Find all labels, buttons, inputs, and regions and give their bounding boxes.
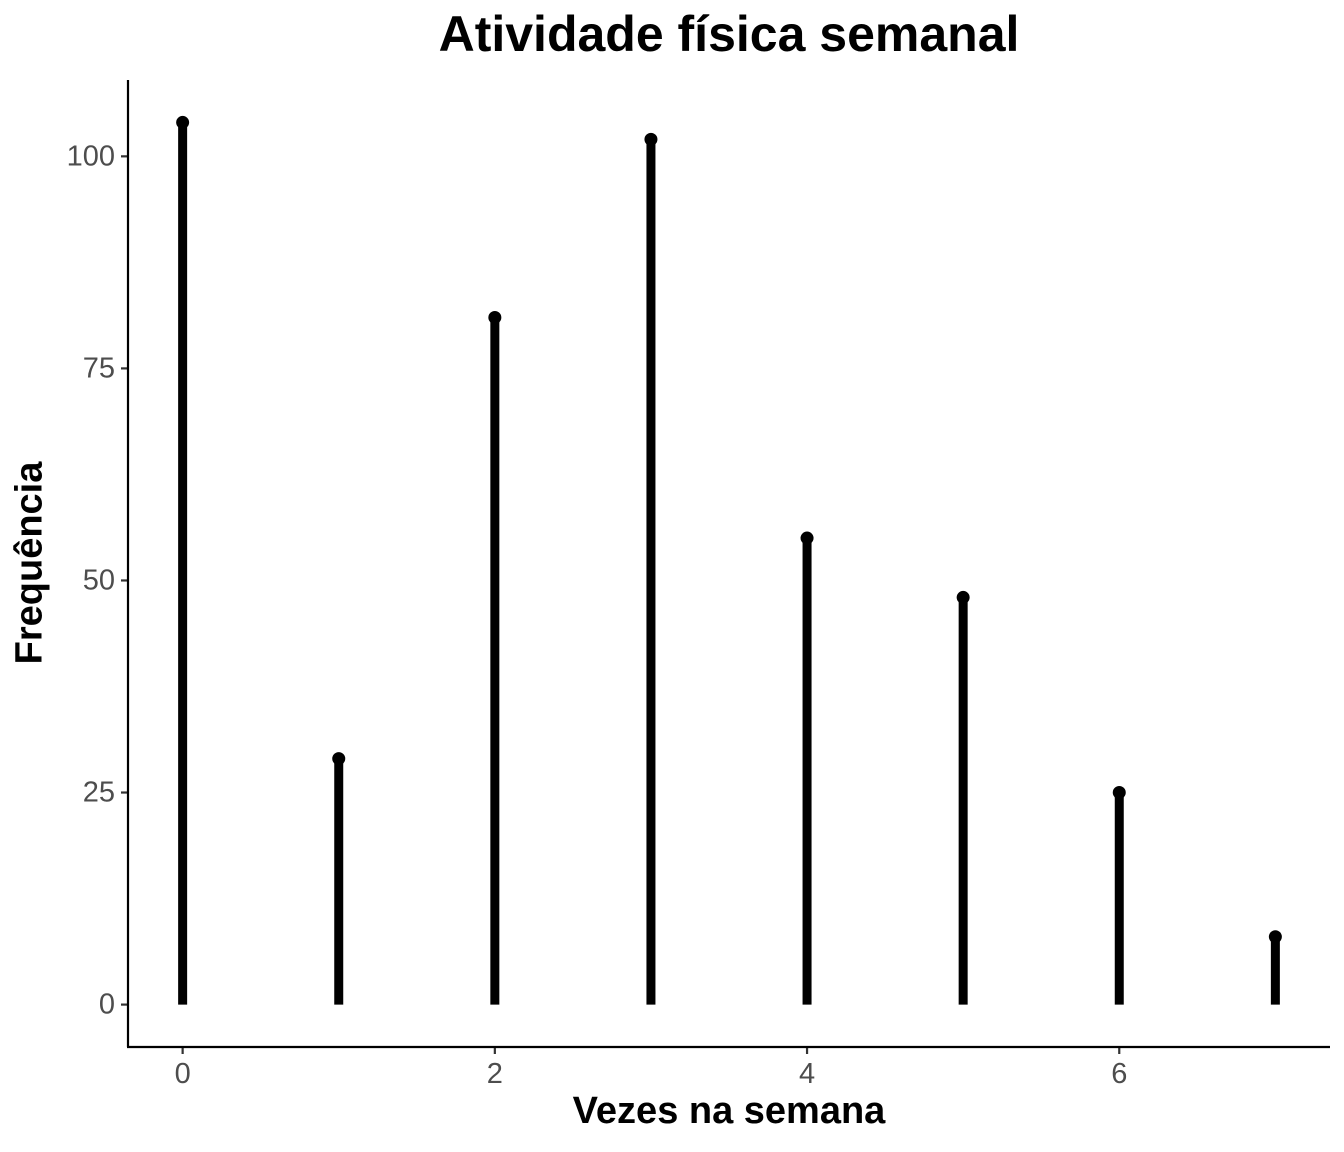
lollipop-point [488, 311, 502, 325]
lollipop-point [956, 590, 970, 604]
y-tick-label: 50 [83, 564, 115, 596]
x-axis-title: Vezes na semana [572, 1090, 886, 1132]
x-tick-label: 2 [487, 1058, 503, 1090]
y-axis-title: Frequência [8, 461, 51, 665]
lollipop-points [176, 115, 1282, 944]
y-tick-label: 75 [83, 352, 115, 384]
lollipop-point [800, 531, 814, 545]
lollipop-point [332, 752, 346, 766]
x-tick-label: 4 [799, 1058, 815, 1090]
lollipop-point [644, 132, 658, 146]
lollipop-stems [178, 122, 1280, 1005]
x-tick-label: 6 [1111, 1058, 1127, 1090]
x-tick-label: 0 [175, 1058, 191, 1090]
y-tick-label: 0 [99, 989, 115, 1021]
y-tick-label: 25 [83, 777, 115, 809]
lollipop-point [1268, 930, 1282, 944]
y-axis-ticks: 0 25 50 75 100 [67, 140, 128, 1021]
y-tick-label: 100 [67, 140, 115, 172]
x-axis-ticks: 0 2 4 6 [175, 1047, 1127, 1090]
lollipop-point [1112, 786, 1126, 800]
lollipop-point [176, 115, 190, 129]
chart-title: Atividade física semanal [438, 6, 1020, 62]
